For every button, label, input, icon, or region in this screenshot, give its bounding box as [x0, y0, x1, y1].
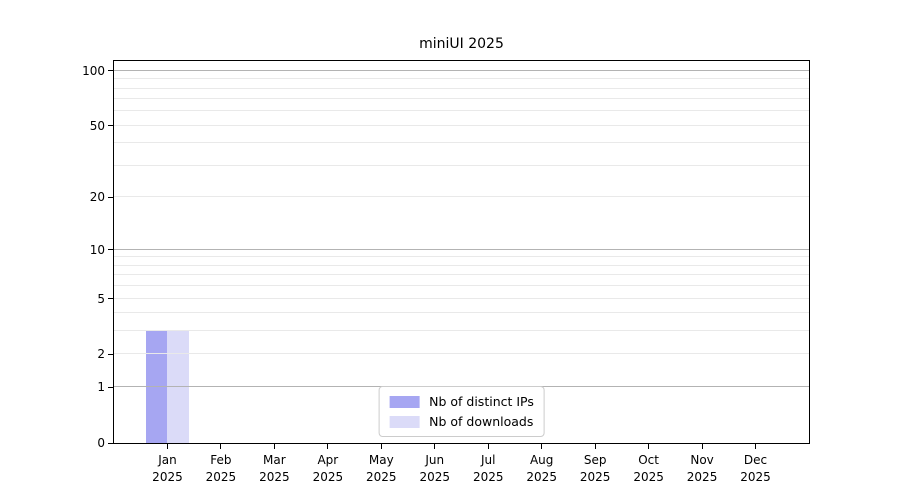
bar-downloads — [167, 331, 190, 443]
x-tick-mark — [166, 444, 168, 449]
x-tick-label-month: Nov — [690, 453, 714, 467]
plot-area: Nb of distinct IPs Nb of downloads 0 1 2 5 1… — [82, 60, 810, 484]
x-tick-label: Jul 2025 — [473, 452, 504, 486]
x-tick-label-month: May — [368, 453, 394, 467]
x-tick-label-year: 2025 — [526, 470, 557, 484]
x-tick-label-month: Sep — [583, 453, 607, 467]
x-tick-mark — [327, 444, 329, 449]
x-tick-label: Mar 2025 — [259, 452, 290, 486]
x-tick-label: Nov 2025 — [687, 452, 718, 486]
x-tick-label: Oct 2025 — [633, 452, 664, 486]
x-tick-label-month: Jul — [480, 453, 496, 467]
x-tick-mark — [755, 444, 757, 449]
y-tick-label: 20 — [89, 190, 105, 205]
x-tick-label-year: 2025 — [579, 470, 611, 484]
x-tick-label-year: 2025 — [740, 470, 771, 484]
minor-gridline — [114, 274, 809, 276]
y-tick-label: 1 — [97, 380, 105, 395]
minor-gridline — [114, 87, 809, 89]
minor-gridline — [114, 256, 809, 258]
x-tick-mark — [701, 444, 703, 449]
x-tick-label-month: Dec — [743, 453, 768, 467]
y-tick-mark — [108, 196, 113, 198]
x-tick-label: Aug 2025 — [526, 452, 557, 486]
bar-distinct-ips — [145, 331, 168, 443]
x-tick-mark — [220, 444, 222, 449]
x-tick-label-year: 2025 — [205, 470, 237, 484]
y-tick-mark — [108, 125, 113, 127]
x-tick-label-month: Jan — [158, 453, 177, 467]
x-tick-label: May 2025 — [366, 452, 397, 486]
x-tick-mark — [273, 444, 275, 449]
minor-gridline — [114, 330, 809, 332]
y-tick-mark — [108, 70, 113, 72]
y-tick-label: 5 — [97, 291, 105, 306]
y-tick-label: 100 — [82, 63, 105, 78]
x-tick-label: Feb 2025 — [206, 452, 237, 486]
x-tick-mark — [541, 444, 543, 449]
x-tick-label: Jan 2025 — [152, 452, 183, 486]
x-tick-label-month: Mar — [263, 453, 286, 467]
y-tick-mark — [108, 442, 113, 444]
legend-item: Nb of distinct IPs — [389, 394, 534, 409]
minor-gridline — [114, 297, 809, 299]
x-tick-label-year: 2025 — [686, 470, 718, 484]
minor-gridline — [114, 78, 809, 80]
chart-title: miniUI 2025 — [419, 36, 504, 52]
x-tick-label: Sep 2025 — [580, 452, 611, 486]
minor-gridline — [114, 285, 809, 287]
x-tick-label-month: Oct — [638, 453, 659, 467]
y-tick-label: 0 — [97, 436, 105, 450]
x-tick-mark — [487, 444, 489, 449]
minor-gridline — [114, 110, 809, 112]
minor-gridline — [114, 353, 809, 355]
x-tick-label-year: 2025 — [152, 470, 183, 484]
legend-item: Nb of downloads — [389, 414, 534, 429]
x-tick-mark — [380, 444, 382, 449]
legend-swatch-downloads — [389, 415, 420, 428]
legend: Nb of distinct IPs Nb of downloads — [378, 386, 545, 437]
x-tick-label-year: 2025 — [259, 470, 290, 484]
x-tick-label: Dec 2025 — [740, 452, 771, 486]
x-tick-label-month: Apr — [317, 453, 339, 467]
x-tick-label-month: Feb — [210, 453, 232, 467]
y-tick-label: 10 — [89, 242, 105, 257]
x-tick-label-year: 2025 — [419, 470, 451, 484]
major-gridline — [114, 69, 809, 71]
x-tick-label-year: 2025 — [472, 470, 504, 484]
x-tick-mark — [648, 444, 650, 449]
minor-gridline — [114, 98, 809, 100]
legend-label: Nb of downloads — [429, 414, 534, 429]
y-tick-mark — [108, 386, 113, 388]
x-tick-label-year: 2025 — [633, 470, 664, 484]
minor-gridline — [114, 142, 809, 144]
legend-label: Nb of distinct IPs — [429, 394, 534, 409]
major-gridline — [114, 248, 809, 250]
minor-gridline — [114, 165, 809, 167]
x-tick-mark — [594, 444, 596, 449]
legend-swatch-distinct-ips — [389, 395, 420, 408]
y-tick-label: 50 — [89, 118, 105, 133]
x-tick-label: Jun 2025 — [419, 452, 450, 486]
x-tick-label: Apr 2025 — [313, 452, 344, 486]
x-tick-label-month: Aug — [529, 453, 554, 467]
y-tick-label: 2 — [97, 347, 105, 362]
x-tick-mark — [434, 444, 436, 449]
minor-gridline — [114, 312, 809, 314]
x-tick-label-year: 2025 — [366, 470, 397, 484]
x-tick-label-month: Jun — [425, 453, 445, 467]
y-tick-mark — [108, 353, 113, 355]
y-tick-mark — [108, 298, 113, 299]
x-tick-label-year: 2025 — [312, 470, 344, 484]
y-tick-mark — [108, 249, 113, 251]
minor-gridline — [114, 124, 809, 126]
minor-gridline — [114, 196, 809, 198]
minor-gridline — [114, 264, 809, 266]
